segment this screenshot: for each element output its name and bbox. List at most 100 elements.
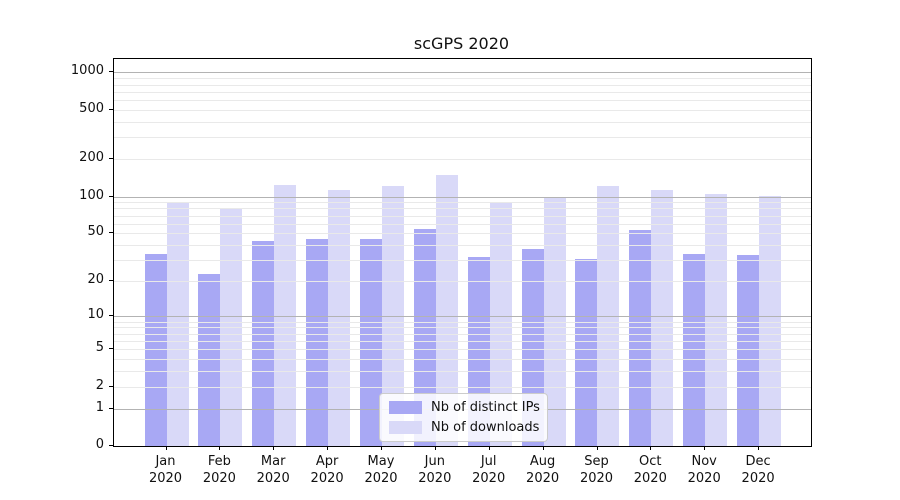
- gridline-minor: [114, 245, 811, 247]
- gridline-major: [114, 196, 811, 198]
- gridline-minor: [114, 349, 811, 351]
- gridline-minor: [114, 386, 811, 388]
- plot-area: Nb of distinct IPs Nb of downloads: [113, 58, 812, 447]
- bar-distinct-ips-oct: [629, 230, 652, 446]
- x-tick-label-nov: Nov 2020: [687, 454, 721, 486]
- gridline-minor: [114, 121, 811, 123]
- bar-distinct-ips-mar: [252, 241, 275, 446]
- x-tick-mark: [542, 446, 544, 450]
- y-tick-label: 1000: [70, 63, 104, 79]
- y-tick-mark: [109, 407, 113, 409]
- x-tick-mark: [381, 446, 382, 450]
- bar-downloads-may: [381, 186, 404, 446]
- bar-downloads-dec: [759, 196, 782, 446]
- x-tick-label-dec: Dec 2020: [741, 454, 775, 486]
- y-tick-mark: [109, 158, 113, 160]
- gridline-minor: [114, 78, 811, 80]
- gridline-minor: [114, 109, 811, 111]
- bar-downloads-oct: [651, 190, 674, 446]
- y-tick-mark: [109, 445, 113, 446]
- chart-title: scGPS 2020: [413, 34, 510, 53]
- x-tick-mark: [165, 446, 167, 450]
- bar-downloads-jul: [489, 202, 512, 446]
- x-tick-label-apr: Apr 2020: [310, 454, 344, 486]
- gridline-minor: [114, 223, 811, 225]
- x-tick-label-jul: Jul 2020: [472, 454, 506, 486]
- y-tick-mark: [109, 195, 113, 197]
- y-tick-mark: [109, 280, 113, 282]
- gridline-major: [114, 316, 811, 318]
- x-tick-label-oct: Oct 2020: [633, 454, 667, 486]
- y-tick-label: 1: [95, 399, 104, 415]
- gridline-minor: [114, 281, 811, 283]
- y-tick-label: 100: [79, 187, 104, 203]
- x-tick-mark: [219, 446, 221, 450]
- gridline-major: [114, 72, 811, 74]
- legend-item-distinct-ips: Nb of distinct IPs: [389, 400, 540, 415]
- x-tick-mark: [650, 446, 652, 450]
- gridline-minor: [114, 371, 811, 372]
- legend-swatch-downloads: [389, 421, 422, 434]
- x-tick-label-jun: Jun 2020: [418, 454, 452, 486]
- bar-distinct-ips-apr: [306, 238, 329, 446]
- legend: Nb of distinct IPs Nb of downloads: [379, 393, 548, 442]
- legend-label-downloads: Nb of downloads: [431, 420, 540, 435]
- gridline-minor: [114, 100, 811, 101]
- bar-downloads-jan: [166, 202, 189, 446]
- y-tick-mark: [109, 315, 113, 317]
- x-tick-mark: [704, 446, 706, 450]
- gridline-minor: [114, 260, 811, 262]
- bar-distinct-ips-sep: [575, 258, 598, 446]
- gridline-minor: [114, 340, 811, 342]
- bar-downloads-sep: [597, 186, 620, 446]
- legend-swatch-distinct-ips: [389, 401, 422, 414]
- y-tick-label: 500: [79, 100, 104, 116]
- gridline-minor: [114, 333, 811, 335]
- x-tick-label-feb: Feb 2020: [202, 454, 236, 486]
- y-tick-mark: [109, 108, 113, 110]
- x-tick-mark: [758, 446, 760, 450]
- x-tick-label-may: May 2020: [364, 454, 398, 486]
- x-tick-mark: [273, 446, 275, 450]
- gridline-minor: [114, 91, 811, 93]
- gridline-minor: [114, 208, 811, 210]
- gridline-minor: [114, 233, 811, 235]
- y-tick-label: 10: [87, 307, 104, 323]
- x-tick-label-aug: Aug 2020: [526, 454, 560, 486]
- gridline-minor: [114, 327, 811, 329]
- y-tick-label: 200: [79, 150, 104, 166]
- grid-layer: [114, 59, 811, 446]
- gridline-minor: [114, 84, 811, 86]
- x-tick-label-jan: Jan 2020: [148, 454, 183, 486]
- x-tick-mark: [488, 446, 490, 450]
- x-tick-mark: [434, 446, 436, 450]
- legend-label-distinct-ips: Nb of distinct IPs: [431, 400, 540, 415]
- y-tick-mark: [109, 348, 113, 350]
- y-tick-label: 2: [95, 377, 104, 393]
- gridline-minor: [114, 159, 811, 161]
- bar-downloads-jun: [435, 175, 458, 446]
- y-tick-label: 0: [95, 437, 104, 452]
- bar-downloads-apr: [328, 189, 351, 446]
- y-tick-label: 5: [95, 340, 104, 356]
- bar-distinct-ips-dec: [737, 255, 760, 446]
- y-tick-mark: [109, 71, 113, 73]
- bar-distinct-ips-may: [359, 238, 382, 446]
- bar-distinct-ips-jun: [413, 229, 436, 446]
- gridline-minor: [114, 202, 811, 204]
- legend-item-downloads: Nb of downloads: [389, 420, 540, 435]
- x-tick-label-sep: Sep 2020: [579, 454, 614, 486]
- y-tick-mark: [109, 385, 113, 387]
- y-tick-label: 20: [87, 272, 104, 288]
- gridline-minor: [114, 321, 811, 323]
- bar-downloads-nov: [705, 193, 728, 446]
- gridline-minor: [114, 359, 811, 360]
- bar-downloads-mar: [274, 184, 297, 446]
- y-tick-label: 50: [87, 224, 104, 240]
- y-tick-mark: [109, 232, 113, 234]
- gridline-minor: [114, 137, 811, 139]
- x-tick-mark: [596, 446, 598, 450]
- gridline-minor: [114, 215, 811, 217]
- x-tick-label-mar: Mar 2020: [256, 454, 290, 486]
